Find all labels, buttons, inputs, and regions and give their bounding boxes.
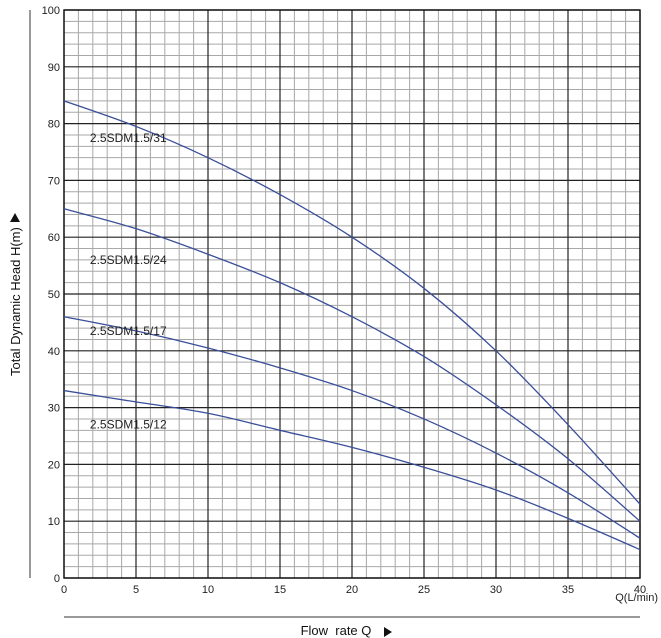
x-unit-label: Q(L/min) bbox=[615, 592, 658, 604]
y-tick-label: 100 bbox=[42, 5, 60, 17]
x-axis-arrow-icon bbox=[384, 627, 392, 637]
x-axis-title: Flow rate Q bbox=[301, 623, 372, 638]
y-tick-labels: 0 10 20 30 40 50 60 70 80 90 100 bbox=[42, 5, 60, 585]
axes bbox=[63, 9, 641, 579]
series-line bbox=[63, 208, 641, 522]
y-tick-label: 90 bbox=[48, 62, 60, 74]
series-label: 2.5SDM1.5/12 bbox=[90, 418, 167, 432]
x-tick-labels: 0 5 10 15 20 25 30 35 40 bbox=[61, 584, 646, 596]
x-tick-label: 0 bbox=[61, 584, 67, 596]
y-tick-label: 20 bbox=[48, 459, 60, 471]
x-tick-label: 20 bbox=[346, 584, 358, 596]
y-tick-label: 40 bbox=[48, 346, 60, 358]
series-curves bbox=[63, 100, 641, 551]
plot-frame bbox=[63, 9, 641, 579]
x-tick-label: 10 bbox=[202, 584, 214, 596]
x-tick-label: 15 bbox=[274, 584, 286, 596]
series-label: 2.5SDM1.5/17 bbox=[90, 324, 167, 338]
x-tick-label: 25 bbox=[418, 584, 430, 596]
y-tick-label: 60 bbox=[48, 232, 60, 244]
y-tick-label: 10 bbox=[48, 516, 60, 528]
y-tick-label: 70 bbox=[48, 175, 60, 187]
y-tick-label: 0 bbox=[54, 573, 60, 585]
x-tick-label: 35 bbox=[562, 584, 574, 596]
series-label: 2.5SDM1.5/31 bbox=[90, 131, 167, 145]
x-tick-label: 5 bbox=[133, 584, 139, 596]
y-axis-title: Total Dynamic Head H(m) bbox=[8, 227, 23, 376]
series-line bbox=[63, 389, 641, 551]
x-tick-label: 30 bbox=[490, 584, 502, 596]
series-line bbox=[63, 316, 641, 539]
x-tick-label: 40 bbox=[634, 584, 646, 596]
series-labels: 2.5SDM1.5/31 2.5SDM1.5/24 2.5SDM1.5/17 2.5S… bbox=[90, 131, 167, 432]
series-label: 2.5SDM1.5/24 bbox=[90, 253, 167, 267]
y-tick-label: 80 bbox=[48, 119, 60, 131]
y-tick-label: 50 bbox=[48, 289, 60, 301]
y-tick-label: 30 bbox=[48, 403, 60, 415]
series-line bbox=[63, 100, 641, 505]
y-axis-arrow-icon bbox=[10, 213, 20, 222]
